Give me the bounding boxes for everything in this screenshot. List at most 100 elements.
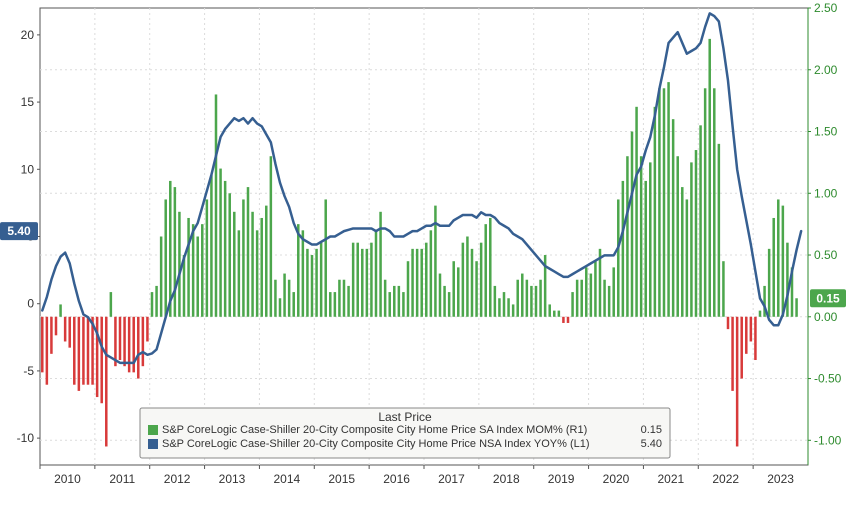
x-tick-label: 2015 [328, 472, 355, 486]
bar [420, 249, 423, 317]
bar [786, 243, 789, 317]
x-tick-label: 2018 [493, 472, 520, 486]
bar [686, 199, 689, 316]
legend-label: S&P CoreLogic Case-Shiller 20-City Compo… [162, 438, 590, 450]
x-tick-label: 2022 [712, 472, 739, 486]
bar [238, 230, 241, 316]
bar [466, 237, 469, 317]
bar [398, 286, 401, 317]
bar [658, 88, 661, 317]
bar [631, 132, 634, 317]
bar [580, 280, 583, 317]
bar [393, 286, 396, 317]
bar [772, 218, 775, 317]
legend-swatch [148, 425, 158, 435]
bar [676, 156, 679, 317]
bar [251, 212, 254, 317]
bar [178, 212, 181, 317]
bar [539, 280, 542, 317]
bar [68, 317, 71, 348]
bar [228, 193, 231, 317]
bar [137, 317, 140, 379]
bar [768, 249, 771, 317]
bar [320, 243, 323, 317]
bar [530, 286, 533, 317]
bar [41, 317, 44, 373]
bar [475, 261, 478, 317]
bar [110, 292, 113, 317]
y-left-tick-label: -10 [17, 431, 35, 445]
bar [754, 317, 757, 360]
bar [311, 255, 314, 317]
bar [206, 199, 209, 316]
legend-label: S&P CoreLogic Case-Shiller 20-City Compo… [162, 424, 587, 436]
x-tick-label: 2023 [767, 472, 794, 486]
bar [302, 230, 305, 316]
bar [201, 224, 204, 317]
x-tick-label: 2020 [603, 472, 630, 486]
bar [571, 292, 574, 317]
x-tick-label: 2011 [109, 472, 135, 486]
bar [759, 311, 762, 317]
bar [50, 317, 53, 354]
bar [603, 280, 606, 317]
x-tick-label: 2019 [548, 472, 575, 486]
bar [430, 230, 433, 316]
bar [672, 119, 675, 317]
bar [347, 286, 350, 317]
bar [699, 125, 702, 316]
bar [507, 298, 510, 317]
bar [708, 39, 711, 317]
bar [352, 243, 355, 317]
chart-svg: -10-505101520-1.00-0.500.000.501.001.502… [0, 0, 848, 513]
bar [119, 317, 122, 360]
bar [416, 249, 419, 317]
y-left-tick-label: 15 [21, 95, 35, 109]
bar [155, 286, 158, 317]
bar [612, 267, 615, 316]
bar [356, 243, 359, 317]
bar [105, 317, 108, 447]
legend: Last PriceS&P CoreLogic Case-Shiller 20-… [140, 408, 670, 458]
legend-value: 5.40 [641, 438, 662, 450]
bar [521, 274, 524, 317]
bar [338, 280, 341, 317]
y-right-tick-label: -1.00 [814, 433, 842, 447]
legend-title: Last Price [378, 410, 432, 424]
bar [297, 224, 300, 317]
bar [274, 280, 277, 317]
bar [590, 274, 593, 317]
y-right-tick-label: 2.50 [814, 1, 838, 15]
bar [558, 311, 561, 317]
bar [370, 243, 373, 317]
bar [260, 218, 263, 317]
bar [567, 317, 570, 323]
bar [736, 317, 739, 447]
bar [343, 280, 346, 317]
right-value-badge-text: 0.15 [816, 291, 840, 305]
bar [448, 292, 451, 317]
legend-value: 0.15 [641, 424, 662, 436]
bar [548, 304, 551, 316]
bar [46, 317, 49, 385]
bar [585, 267, 588, 316]
bar [265, 206, 268, 317]
bar [654, 107, 657, 317]
bar [384, 280, 387, 317]
x-tick-label: 2016 [383, 472, 410, 486]
x-tick-label: 2021 [658, 472, 685, 486]
bar [713, 88, 716, 317]
bar [480, 243, 483, 317]
bar [219, 169, 222, 317]
bar [196, 237, 199, 317]
bar [608, 286, 611, 317]
bar [471, 249, 474, 317]
bar [626, 156, 629, 317]
bar [562, 317, 565, 323]
x-tick-label: 2014 [274, 472, 301, 486]
bar [306, 249, 309, 317]
bar [411, 249, 414, 317]
bar [142, 317, 145, 366]
bar [443, 286, 446, 317]
bar [594, 261, 597, 317]
